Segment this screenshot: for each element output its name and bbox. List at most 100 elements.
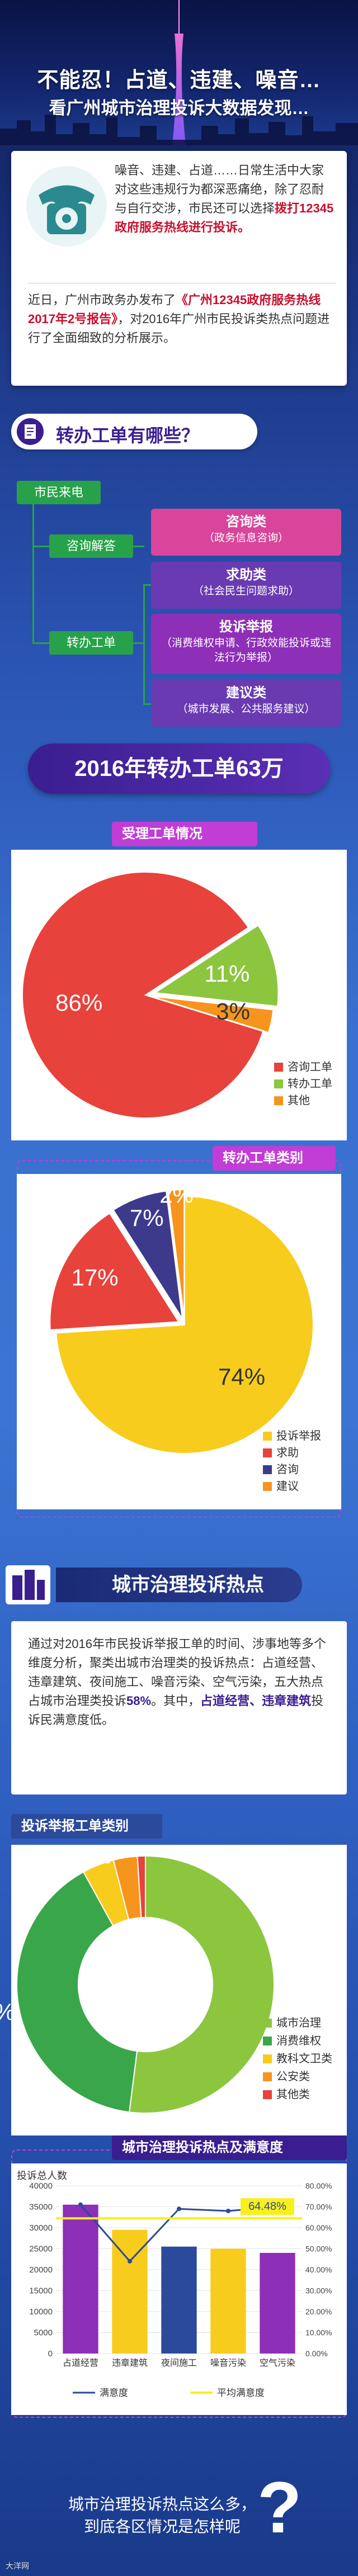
legend-label-2: 其他 [288, 1094, 310, 1107]
average-badge [241, 2198, 294, 2215]
chart1-title: 受理工单情况 [112, 822, 257, 846]
pie-label-1: 11% [204, 960, 249, 987]
hotspot-title: 城市治理投诉热点 [56, 1568, 302, 1602]
bar-3 [210, 2248, 246, 2354]
footer-line-2: 到底各区情况是怎样呢 [83, 2518, 241, 2535]
legend-swatch-2 [263, 2054, 272, 2063]
legend-label-1: 消费维权 [276, 2034, 321, 2047]
legend-label-0: 咨询工单 [288, 1060, 332, 1073]
pie-slice-4 [136, 1855, 146, 1919]
intro-card: 噪音、违建、占道……日常生活中大家对这些违规行为都深恶痛绝，除了忍耐与自行交涉，… [11, 151, 347, 386]
y-tick-label: 20000 [29, 2265, 53, 2275]
legend-label-2: 咨询 [276, 1463, 299, 1476]
y2-tick-label: 80.00% [305, 2181, 332, 2190]
footer-logo: 大洋网 [6, 2561, 29, 2570]
category-sub: （政务信息咨询） [203, 532, 289, 544]
y2-tick-label: 70.00% [305, 2203, 332, 2212]
legend-label-3: 建议 [276, 1480, 299, 1493]
page-title: 不能忍！占道、违建、噪音… [37, 69, 321, 92]
intro-paragraph-2: 近日，广州市政务办发布了《广州12345政府服务热线2017年2号报告》，对20… [28, 291, 336, 348]
category-sub: （社会民生问题求助） [192, 585, 299, 597]
pie-slice-0 [22, 872, 264, 1119]
bar-0 [63, 2204, 98, 2354]
tree-connector [143, 703, 151, 705]
pie-label-1: 40% [0, 1999, 15, 2025]
y2-tick-label: 0.00% [305, 2349, 328, 2358]
report-name: 《广州12345政府服务热线2017年2号报告》 [28, 293, 321, 326]
section-header-hotspot: 城市治理投诉热点 [0, 1560, 358, 1610]
hotspot-text: 通过对2016年市民投诉举报工单的时间、涉事地等多个维度分析，聚类出城市治理类的… [11, 1621, 347, 1794]
y-tick-label: 30000 [29, 2223, 53, 2233]
tree-connector [143, 584, 151, 586]
pie-slice-0 [129, 1855, 275, 2114]
chart4-title: 城市治理投诉热点及满意度 [112, 2135, 347, 2160]
telephone-icon [26, 166, 107, 247]
legend-label-1: 转办工单 [288, 1077, 332, 1090]
tree-branch-transfer: 转办工单 [49, 631, 133, 655]
hotspot-low-satisfaction: 占道经营、违章建筑 [200, 1694, 312, 1708]
legend-label-satisfaction: 满意度 [100, 2388, 128, 2398]
y-tick-label: 10000 [29, 2307, 53, 2317]
hotspot-text-c: 。其中， [151, 1694, 201, 1708]
legend-swatch-2 [274, 1096, 283, 1105]
y2-tick-label: 60.00% [305, 2223, 332, 2232]
y-tick-label: 0 [48, 2349, 53, 2359]
hotspot-text-e: 投诉民满意度低。 [28, 1694, 324, 1727]
satisfaction-point-3 [226, 2209, 230, 2213]
satisfaction-point-2 [177, 2206, 181, 2212]
y2-tick-label: 30.00% [305, 2286, 332, 2295]
pie-label-3: 3% [107, 1845, 141, 1858]
satisfaction-point-1 [128, 2259, 132, 2264]
tree-connector [32, 504, 34, 644]
section-header-work-orders: 转办工单有哪些？ [11, 414, 257, 449]
x-tick-label: 夜间施工 [161, 2358, 197, 2368]
legend-swatch-2 [263, 1465, 272, 1474]
y2-tick-label: 20.00% [305, 2307, 332, 2316]
legend-swatch-0 [263, 1432, 272, 1441]
pie-label-2: 3% [216, 998, 250, 1025]
pie-slice-2 [150, 996, 274, 1034]
pie-slice-1 [49, 1212, 180, 1331]
category-title: 建议类 [226, 685, 266, 700]
x-tick-label: 占道经营 [63, 2358, 98, 2368]
tree-connector [133, 642, 144, 644]
legend-swatch-3 [263, 2072, 272, 2081]
y-axis-label: 投诉总人数 [17, 2170, 67, 2181]
intro-text-hotline: 拨打12345政府服务热线进行投诉。 [115, 201, 334, 234]
y2-tick-label: 50.00% [305, 2244, 332, 2253]
tree-connector [32, 642, 49, 644]
legend-label-3: 公安类 [276, 2070, 310, 2083]
section-title: 转办工单有哪些？ [56, 425, 200, 446]
average-annotation: 64.48% [248, 2200, 286, 2213]
summary-banner: 2016年转办工单63万 [28, 744, 330, 794]
pie-slice-0 [55, 1195, 314, 1454]
tree-connector [32, 546, 49, 547]
page-subtitle: 看广州城市治理投诉大数据发现… [49, 98, 309, 118]
pie-slice-3 [167, 1189, 185, 1319]
x-tick-label: 噪音污染 [210, 2358, 246, 2368]
tree-branch-consult: 咨询解答 [49, 534, 133, 558]
category-title: 投诉举报 [219, 619, 273, 634]
city-skyline-icon [0, 115, 358, 145]
y-tick-label: 5000 [34, 2328, 53, 2338]
y2-tick-label: 10.00% [305, 2328, 332, 2337]
category-help: 求助类 （社会民生问题求助） [151, 562, 341, 609]
pie-label-2: 7% [130, 1205, 164, 1231]
y2-tick-label: 40.00% [305, 2265, 332, 2274]
legend-label-4: 其他类 [276, 2088, 310, 2101]
legend-swatch-0 [263, 2019, 272, 2028]
legend-label-average: 平均满意度 [217, 2388, 265, 2398]
category-suggest: 建议类 （城市发展、公共服务建议） [151, 680, 341, 727]
y-tick-label: 35000 [29, 2203, 53, 2212]
tree-connector [143, 584, 145, 704]
legend-swatch-1 [274, 1079, 283, 1088]
bar-4 [260, 2253, 295, 2354]
legend-swatch-1 [263, 1448, 272, 1457]
pie-slice-2 [112, 1190, 183, 1319]
pie-label-1: 17% [72, 1264, 119, 1290]
hotspot-text-a: 通过对2016年市民投诉举报工单的时间、涉事地等多个维度分析，聚类出城市治理类的… [28, 1637, 326, 1708]
x-tick-label: 空气污染 [260, 2358, 295, 2368]
